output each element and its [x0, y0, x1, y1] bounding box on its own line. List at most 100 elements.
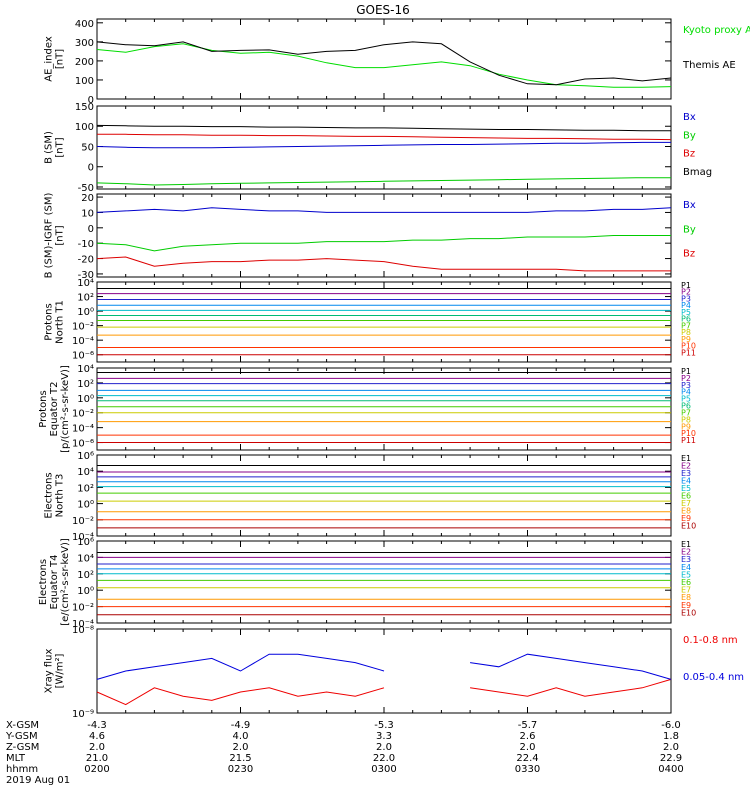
y-tick-label: 10⁻²	[72, 409, 94, 420]
y-tick-label: -20	[78, 255, 94, 266]
legend-p5: P5	[681, 308, 691, 317]
x-row-value: 0330	[515, 764, 540, 775]
legend-p8: P8	[681, 415, 691, 424]
legend-e1: E1	[681, 540, 691, 549]
y-tick-label: 10⁻⁶	[72, 439, 94, 450]
legend-bx: Bx	[683, 112, 696, 123]
legend-p3: P3	[681, 381, 691, 390]
legend-e7: E7	[681, 586, 691, 595]
date-label: 2019 Aug 01	[6, 775, 70, 786]
x-row-value: 21.5	[229, 753, 251, 764]
y-axis-label: Electrons	[44, 472, 55, 518]
x-row-value: 0300	[371, 764, 396, 775]
legend-p2: P2	[681, 288, 691, 297]
panel-frame	[96, 540, 672, 624]
legend-e5: E5	[681, 570, 691, 579]
y-axis-label: [W/m²]	[55, 653, 66, 688]
series-line-by	[96, 235, 671, 252]
x-row-value: 1.8	[663, 731, 679, 742]
series-line-bz	[97, 133, 672, 141]
y-tick-label: 100	[75, 76, 94, 87]
chart-panel-8: 10⁻⁹ 10⁻⁸ Xray flux [W/m²] 0.1-0.8 nm 0.05-0.…	[44, 625, 745, 720]
legend-e5: E5	[681, 484, 691, 493]
x-row-value: -5.7	[518, 720, 538, 731]
x-row-label: hhmm	[6, 764, 38, 775]
legend-e8: E8	[681, 593, 691, 602]
series-group	[97, 371, 671, 444]
legend-e3: E3	[681, 555, 691, 564]
y-tick-label: 150	[75, 102, 94, 113]
y-tick-label: -30	[78, 270, 94, 281]
x-row-value: 21.0	[86, 753, 108, 764]
legend-e10: E10	[681, 608, 696, 617]
legend-p10: P10	[681, 342, 696, 351]
series-group	[96, 41, 672, 88]
legend-e4: E4	[681, 563, 691, 572]
chart-panel-5: 10⁻⁶ 10⁻⁴ 10⁻² 10⁰ 10² 10⁴ Protons Equator T2 [p…	[38, 364, 696, 453]
panel-frame	[96, 367, 672, 451]
y-tick-label: 0	[88, 95, 94, 106]
x-row-label: X-GSM	[6, 720, 39, 731]
legend-e9: E9	[681, 514, 691, 523]
x-row-value: 4.0	[233, 731, 249, 742]
series-line-0-05-0-4-nm	[96, 653, 672, 680]
y-tick-label: 10⁻⁴	[72, 532, 94, 543]
legend-p9: P9	[681, 422, 691, 431]
y-tick-label: 10⁶	[77, 537, 94, 548]
legend-e9: E9	[681, 601, 691, 610]
legend-bmag: Bmag	[683, 167, 712, 178]
y-tick-label: 10²	[77, 293, 94, 304]
x-row-label: Z-GSM	[6, 742, 39, 753]
x-row-value: 3.3	[376, 731, 392, 742]
legend-p6: P6	[681, 402, 691, 411]
y-tick-label: 100	[75, 122, 94, 133]
y-tick-label: 300	[75, 38, 94, 49]
legend-e10: E10	[681, 522, 696, 531]
y-axis-label: North T3	[55, 474, 66, 518]
x-row-value: 0200	[84, 764, 109, 775]
y-axis-label: AE_index	[44, 36, 55, 82]
chart-panel-3: -30 -20 -10 0 10 20 B (SM)-IGRF (SM) [nT] Bx By Bz	[44, 193, 696, 281]
legend-p2: P2	[681, 374, 691, 383]
chart-panel-7: 10⁻⁴ 10⁻² 10⁰ 10² 10⁴ 10⁶ Electrons Equator T4[…	[38, 537, 696, 630]
y-axis-label: [p/(cm²-s-sr-keV)]	[60, 365, 71, 453]
legend-e7: E7	[681, 499, 691, 508]
series-group	[97, 551, 671, 616]
y-tick-label: -10	[78, 239, 94, 250]
legend-kyoto-proxy-ae: Kyoto proxy AE	[683, 25, 750, 36]
y-tick-label: -50	[78, 183, 94, 194]
x-row-label: Y-GSM	[5, 731, 38, 742]
chart-panel-2: -50 0 50 100 150 B (SM) [nT] Bx By Bz Bmag	[44, 102, 713, 194]
y-tick-label: 10⁴	[77, 467, 94, 478]
series-line-bmag	[96, 124, 671, 132]
series-line-by	[96, 177, 671, 186]
y-axis-label: Equator T2	[49, 382, 60, 437]
y-tick-label: 10⁻²	[72, 603, 94, 614]
series-line-kyoto-proxy-ae	[96, 43, 672, 88]
y-axis-label: Protons	[38, 390, 49, 427]
y-tick-label: 0	[88, 163, 94, 174]
y-tick-label: 10⁻⁴	[72, 424, 94, 435]
x-row-value: -4.9	[231, 720, 251, 731]
x-row-value: -5.3	[374, 720, 394, 731]
y-tick-label: 10⁻⁹	[72, 709, 94, 720]
y-axis-label: North T1	[55, 300, 66, 344]
y-axis-label: Protons	[44, 303, 55, 340]
y-tick-label: 10⁻²	[72, 516, 94, 527]
series-group	[96, 207, 672, 272]
legend-e3: E3	[681, 469, 691, 478]
chart-panel-4: 10⁻⁶ 10⁻⁴ 10⁻² 10⁰ 10² 10⁴ Protons North T1 P1P2…	[44, 278, 696, 363]
y-tick-label: 10⁻⁴	[72, 619, 94, 630]
y-tick-label: 10²	[77, 570, 94, 581]
legend-p7: P7	[681, 408, 691, 417]
legend-e4: E4	[681, 477, 691, 486]
panel-frame	[96, 454, 672, 537]
legend-by: By	[683, 130, 696, 141]
y-tick-label: 50	[81, 142, 94, 153]
legend-p11: P11	[681, 436, 696, 445]
x-row-value: 0230	[228, 764, 253, 775]
x-row-value: -4.3	[87, 720, 107, 731]
x-row-value: 2.0	[663, 742, 679, 753]
y-axis-label: B (SM)	[44, 131, 55, 164]
legend-p6: P6	[681, 315, 691, 324]
